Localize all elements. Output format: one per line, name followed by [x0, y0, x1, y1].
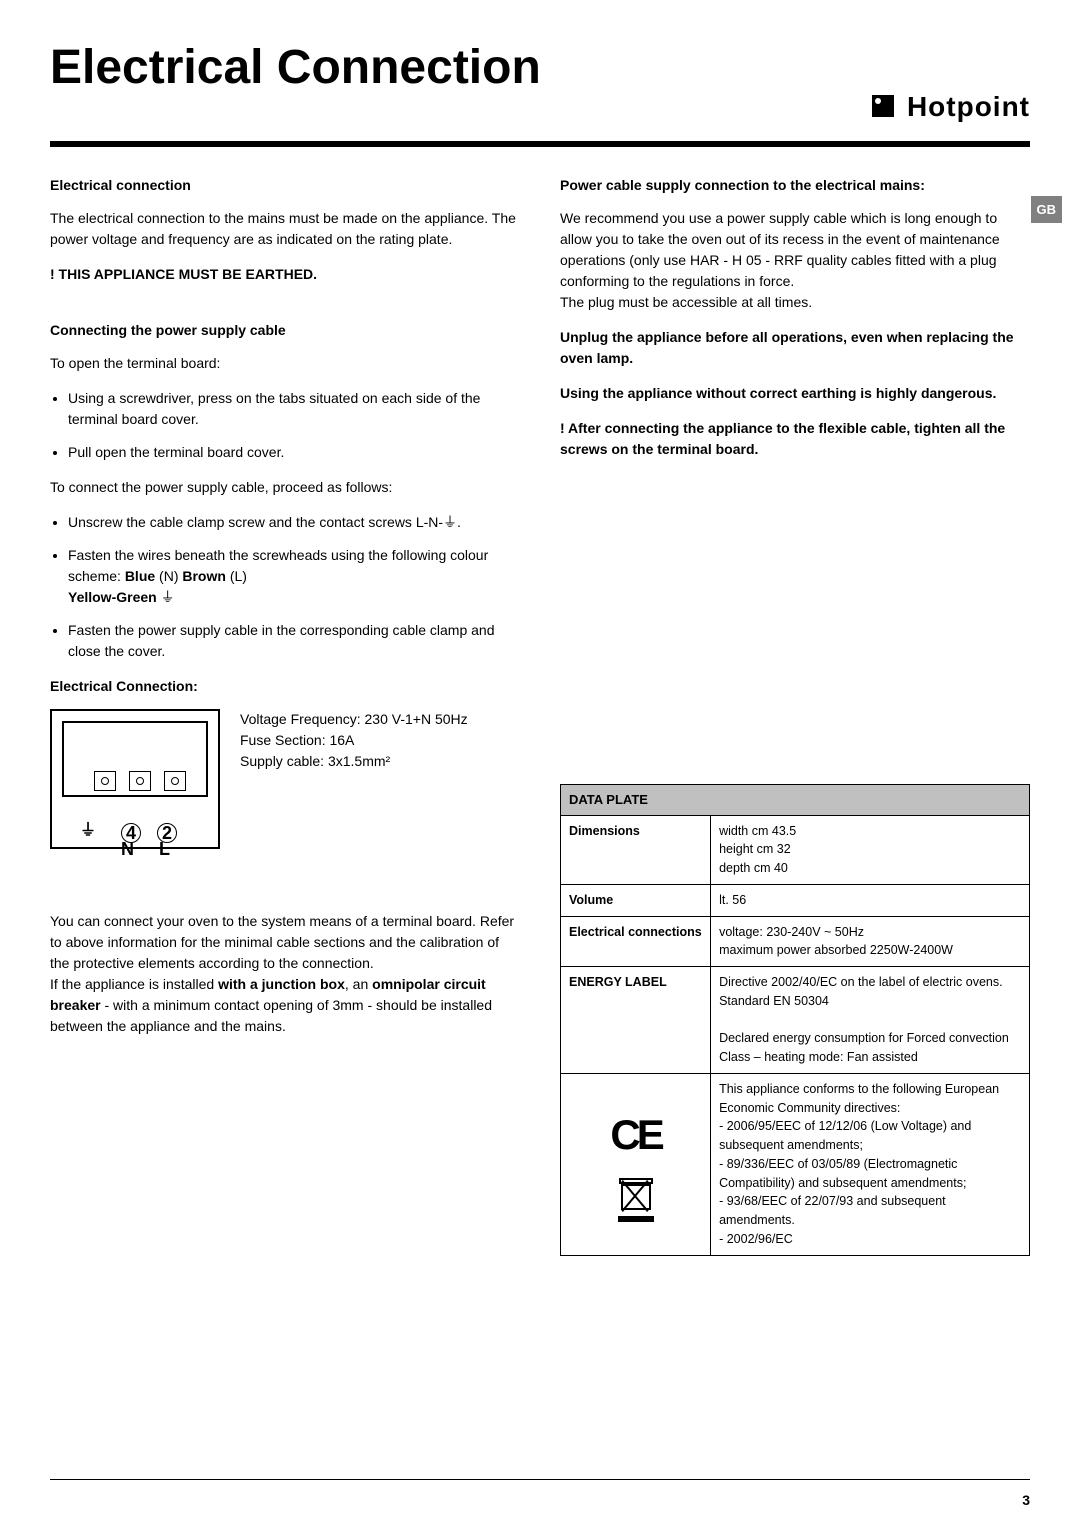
terminal-diagram: ⏚ 4 2 N L — [50, 709, 220, 849]
table-cell-label: Volume — [561, 884, 711, 916]
list-item: Using a screwdriver, press on the tabs s… — [68, 388, 520, 430]
table-cell-value: This appliance conforms to the following… — [711, 1073, 1030, 1255]
table-cell-value: width cm 43.5 height cm 32 depth cm 40 — [711, 815, 1030, 884]
table-header: DATA PLATE — [561, 785, 1030, 816]
terminal-slot — [94, 771, 116, 791]
text-bold: Brown — [182, 568, 226, 584]
paragraph: The electrical connection to the mains m… — [50, 208, 520, 250]
table-cell-value: Directive 2002/40/EC on the label of ele… — [711, 967, 1030, 1074]
instruction-list: Unscrew the cable clamp screw and the co… — [50, 512, 520, 662]
terminal-slot — [129, 771, 151, 791]
section-heading: Electrical connection — [50, 175, 520, 196]
text-bold: Blue — [125, 568, 155, 584]
diagram-label: L — [159, 836, 170, 863]
table-cell-label: Electrical connections — [561, 916, 711, 967]
paragraph: To connect the power supply cable, proce… — [50, 477, 520, 498]
spec-line: Supply cable: 3x1.5mm² — [240, 751, 468, 772]
brand-icon — [872, 95, 894, 117]
right-column: Power cable supply connection to the ele… — [560, 175, 1030, 1256]
warning-text: Unplug the appliance before all operatio… — [560, 327, 1030, 369]
text: (N) — [155, 568, 182, 584]
weee-icon — [618, 1176, 654, 1220]
text: The plug must be accessible at all times… — [560, 294, 812, 310]
table-cell-value: lt. 56 — [711, 884, 1030, 916]
text: We recommend you use a power supply cabl… — [560, 210, 1000, 289]
table-row: CE This appliance conforms to the follow… — [561, 1073, 1030, 1255]
list-item: Fasten the wires beneath the screwheads … — [68, 545, 520, 608]
instruction-list: Using a screwdriver, press on the tabs s… — [50, 388, 520, 463]
footer-divider — [50, 1479, 1030, 1480]
data-plate-table: DATA PLATE Dimensions width cm 43.5 heig… — [560, 784, 1030, 1256]
list-item: Fasten the power supply cable in the cor… — [68, 620, 520, 662]
text-bold: Yellow-Green — [68, 589, 157, 605]
page-number: 3 — [1022, 1492, 1030, 1508]
left-column: Electrical connection The electrical con… — [50, 175, 520, 1256]
paragraph: We recommend you use a power supply cabl… — [560, 208, 1030, 313]
header-divider — [50, 141, 1030, 147]
earth-symbol: ⏚ — [157, 589, 175, 605]
table-cell-label: ENERGY LABEL — [561, 967, 711, 1074]
section-heading: Electrical Connection: — [50, 676, 520, 697]
terminal-slot — [164, 771, 186, 791]
brand-text: Hotpoint — [907, 91, 1030, 122]
earth-label: ⏚ — [80, 819, 96, 843]
text: , an — [345, 976, 372, 992]
table-row: Volume lt. 56 — [561, 884, 1030, 916]
content-area: Electrical connection The electrical con… — [50, 175, 1030, 1256]
table-row: Electrical connections voltage: 230-240V… — [561, 916, 1030, 967]
table-cell-label: Dimensions — [561, 815, 711, 884]
brand-logo: Hotpoint — [50, 91, 1030, 123]
text: If the appliance is installed — [50, 976, 218, 992]
table-cell-value: voltage: 230-240V ~ 50Hz maximum power a… — [711, 916, 1030, 967]
text-bold: with a junction box — [218, 976, 345, 992]
page-title: Electrical Connection — [50, 40, 1030, 95]
section-heading: Connecting the power supply cable — [50, 320, 520, 341]
diagram-section: ⏚ 4 2 N L Voltage Frequency: 230 V-1+N 5… — [50, 709, 520, 849]
paragraph: To open the terminal board: — [50, 353, 520, 374]
spec-line: Fuse Section: 16A — [240, 730, 468, 751]
table-row: Dimensions width cm 43.5 height cm 32 de… — [561, 815, 1030, 884]
diagram-label: N — [121, 836, 134, 863]
diagram-specs: Voltage Frequency: 230 V-1+N 50Hz Fuse S… — [240, 709, 468, 849]
list-item: Pull open the terminal board cover. — [68, 442, 520, 463]
warning-text: ! After connecting the appliance to the … — [560, 418, 1030, 460]
ce-mark-cell: CE — [561, 1073, 711, 1255]
terminal-box — [62, 721, 208, 797]
warning-text: Using the appliance without correct eart… — [560, 383, 1030, 404]
list-item: Unscrew the cable clamp screw and the co… — [68, 512, 520, 533]
table-row: ENERGY LABEL Directive 2002/40/EC on the… — [561, 967, 1030, 1074]
warning-text: ! THIS APPLIANCE MUST BE EARTHED. — [50, 264, 520, 285]
text: (L) — [226, 568, 247, 584]
spec-line: Voltage Frequency: 230 V-1+N 50Hz — [240, 709, 468, 730]
language-tab: GB — [1031, 196, 1063, 223]
ce-mark-icon: CE — [569, 1103, 702, 1166]
paragraph: You can connect your oven to the system … — [50, 911, 520, 1037]
text: You can connect your oven to the system … — [50, 913, 514, 971]
text: - with a minimum contact opening of 3mm … — [50, 997, 492, 1034]
section-heading: Power cable supply connection to the ele… — [560, 175, 1030, 196]
